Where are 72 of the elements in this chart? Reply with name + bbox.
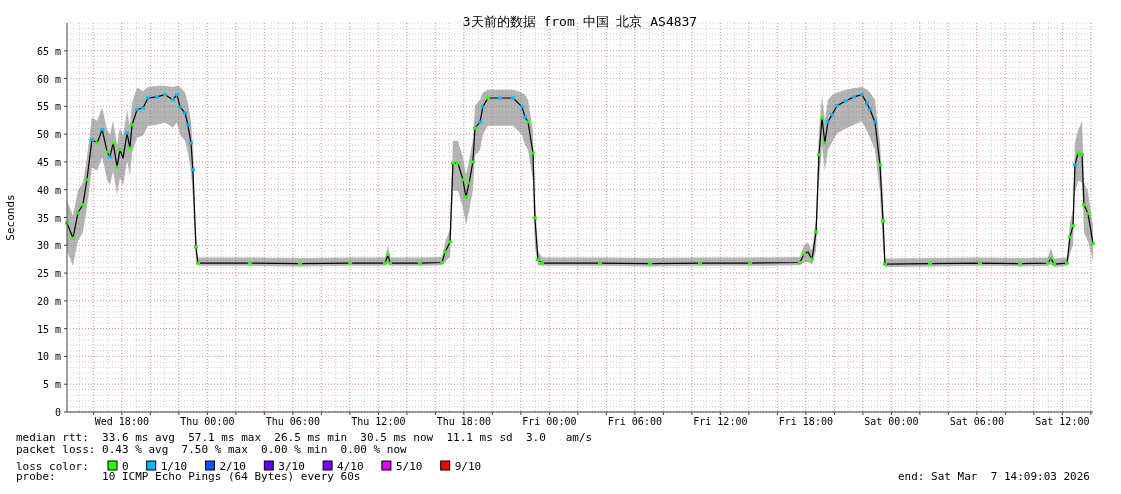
chart-title: 3天前的数据 from 中国 北京 AS4837 [462,14,698,29]
point [497,96,502,100]
point [190,168,195,172]
y-tick-label: 55 m [36,101,61,113]
x-tick-label: Thu 12:00 [351,416,406,427]
point [188,141,193,145]
legend-label: 1/10 [160,460,188,473]
point [89,138,94,142]
point [867,108,872,112]
x-tick-label: Fri 18:00 [778,416,833,427]
text: median rtt: 33.6 ms avg 57.1 ms max 26.5 ms min 30.5 ms now 11.1 ms sd 3.0 am/s [16,431,593,444]
point [872,120,877,124]
y-tick-label: 20 m [36,295,61,307]
y-tick-label: 0 [54,407,61,418]
point [520,105,525,109]
point [185,123,190,127]
legend-label: 2/10 [219,460,246,473]
x-tick-label: Sat 12:00 [1035,416,1090,427]
y-tick-label: 65 m [36,45,61,57]
point [145,96,150,100]
text: end: Sat Mar 7 14:09:03 2026 [897,470,1090,483]
point [155,95,160,99]
legend-label: 5/10 [395,460,423,473]
y-tick-label: 5 m [42,379,61,391]
text: probe: 10 ICMP Echo Pings (64 Bytes) every 60s [16,470,361,483]
y-tick-label: 50 m [36,129,61,141]
point [135,108,140,112]
y-tick-label: 45 m [36,156,61,168]
legend-label: 0 [122,460,129,473]
y-tick-label: 40 m [36,184,61,196]
point [825,120,830,124]
point [125,131,130,135]
point [480,105,485,109]
point [183,111,188,115]
point [511,96,516,100]
x-tick-label: Thu 06:00 [265,416,320,427]
point [107,155,112,159]
point [1072,163,1077,167]
x-tick-label: Thu 00:00 [180,416,235,427]
point [170,98,175,102]
point [859,93,864,97]
point [163,93,168,97]
point [834,104,839,108]
legend-label: 4/10 [337,460,364,473]
y-axis-title: Seconds [4,194,17,241]
point [178,105,183,109]
legend-label: 3/10 [278,460,305,473]
legend-label: 9/10 [454,460,482,473]
x-tick-label: Fri 06:00 [607,416,662,427]
x-tick-label: Wed 18:00 [94,416,149,427]
point [844,99,848,103]
point [864,101,869,105]
x-tick-label: Fri 12:00 [693,416,748,427]
text: packet loss: 0.43 % avg 7.50 % max 0.00 % min 0.00 % now [16,443,408,456]
point [829,113,834,117]
x-tick-label: Sat 06:00 [949,416,1004,427]
y-tick-label: 60 m [36,73,61,85]
legend-title: loss color: [16,460,89,473]
point [522,115,527,119]
point [174,93,179,97]
y-tick-label: 10 m [36,351,61,363]
y-tick-label: 35 m [36,212,61,224]
x-tick-label: Fri 00:00 [522,416,577,427]
point [478,120,483,124]
y-tick-label: 30 m [36,240,61,252]
x-tick-label: Thu 18:00 [436,416,491,427]
y-tick-label: 25 m [36,268,61,280]
point [852,95,857,99]
y-tick-label: 15 m [36,323,61,335]
point [141,106,145,110]
x-tick-label: Sat 00:00 [864,416,919,427]
point [100,128,105,132]
